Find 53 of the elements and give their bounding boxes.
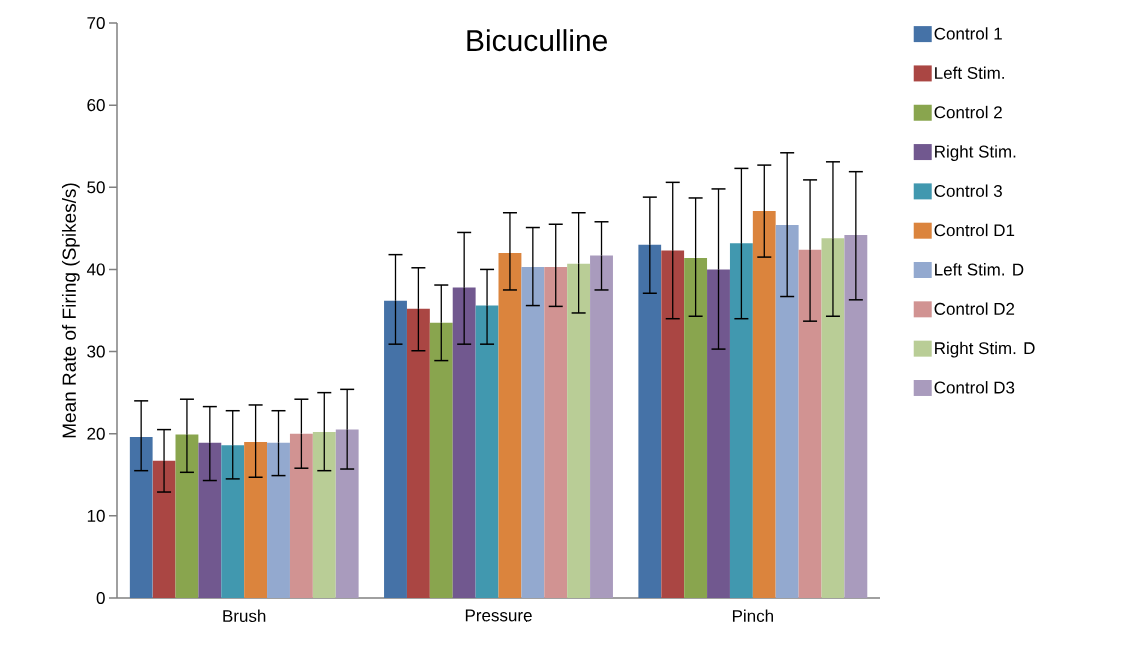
bar	[638, 244, 662, 598]
y-tick-label: 10	[87, 509, 105, 522]
bar	[452, 287, 476, 598]
bar	[429, 322, 453, 598]
bar	[406, 308, 430, 598]
legend-label: Control D2	[934, 302, 1015, 315]
bar	[475, 305, 499, 598]
legend-label: Control D3	[934, 381, 1015, 394]
bar	[335, 429, 359, 598]
bar	[175, 434, 199, 598]
y-tick-label: 0	[96, 591, 105, 605]
bar	[289, 433, 313, 598]
bar	[821, 238, 845, 598]
legend-label: Control 3	[934, 184, 1002, 197]
legend-label: Control 2	[934, 105, 1002, 119]
bar	[312, 432, 336, 598]
x-tick-label: Brush	[223, 609, 266, 623]
chart-title: Bicuculline	[467, 29, 607, 52]
legend-label: Right Stim. D	[935, 341, 1035, 358]
bar	[844, 234, 868, 598]
bar	[798, 249, 822, 598]
bar	[221, 445, 245, 598]
y-tick-label: 60	[87, 99, 105, 112]
bar	[775, 225, 799, 598]
legend-label: Control D1	[934, 223, 1015, 237]
legend-label: Right Stim.	[935, 145, 1016, 161]
bar	[544, 266, 568, 598]
legend-label: Left Stim.	[935, 66, 1004, 80]
y-tick-label: 50	[87, 181, 105, 194]
y-tick-label: 20	[87, 427, 105, 440]
legend-label: Left Stim. D	[935, 263, 1024, 276]
bar	[752, 211, 776, 598]
bar	[661, 250, 685, 598]
bar	[684, 257, 708, 598]
bar	[129, 437, 153, 598]
y-tick-label: 70	[87, 16, 105, 30]
y-tick-label: 40	[86, 263, 105, 276]
y-axis-title: Mean Rate of Firing (Spikes/s)	[61, 183, 80, 438]
bar	[244, 441, 268, 598]
bar	[498, 253, 522, 598]
x-tick-label: Pinch	[732, 609, 773, 623]
bar	[267, 442, 290, 598]
bar	[707, 269, 730, 598]
y-tick-label: 30	[87, 345, 105, 358]
bar	[567, 263, 591, 598]
x-tick-label: Pressure	[465, 609, 532, 622]
bar	[152, 460, 176, 598]
bar	[384, 300, 407, 598]
bar	[198, 442, 222, 598]
legend-label: Control 1	[934, 27, 1002, 40]
bar	[590, 255, 613, 598]
bar	[729, 243, 753, 598]
bar	[521, 266, 545, 598]
